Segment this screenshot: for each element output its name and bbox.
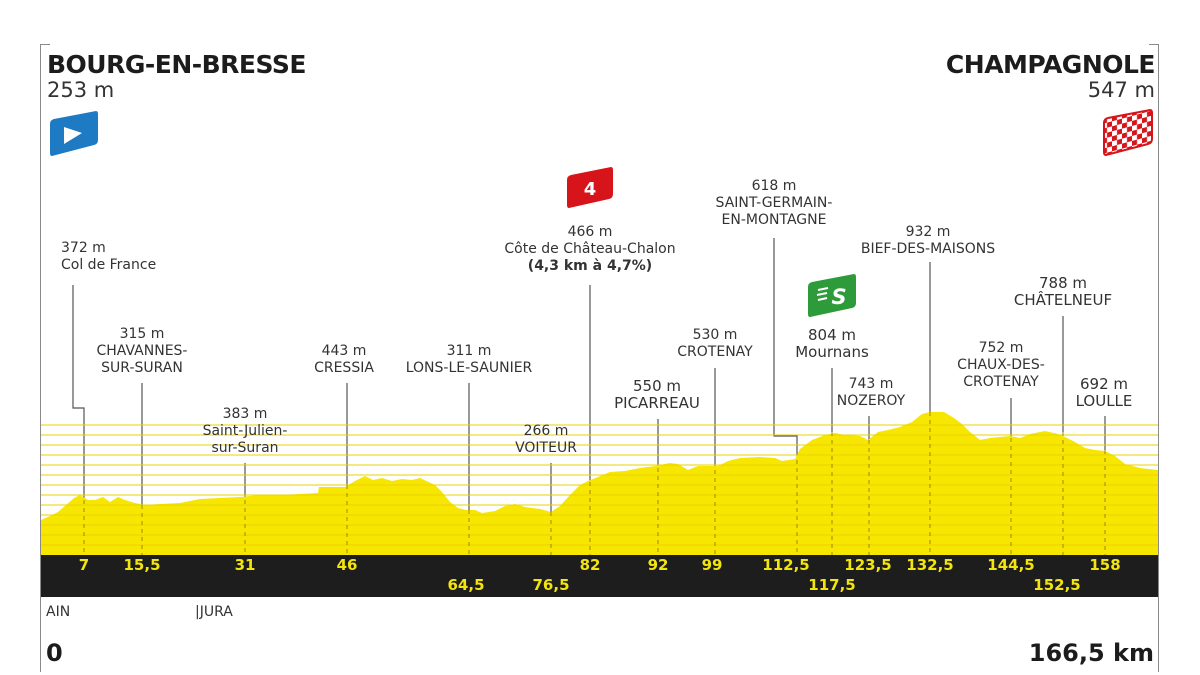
frame-right-tick: [1149, 44, 1159, 45]
waypoint-label: 315 m CHAVANNES- SUR-SURAN: [96, 326, 188, 376]
km-marker: 117,5: [808, 576, 856, 594]
finish-altitude: 547 m: [1087, 78, 1155, 102]
km-marker: 123,5: [844, 556, 892, 574]
total-distance: 166,5 km: [1028, 639, 1154, 667]
waypoint-label: 550 m PICARREAU: [614, 377, 700, 412]
km-marker: 46: [336, 556, 358, 574]
km-marker: 31: [234, 556, 256, 574]
km-marker: 112,5: [762, 556, 810, 574]
finish-checkered-flag-icon: [1103, 109, 1153, 157]
leader-lines: [72, 238, 1106, 512]
department-label: AIN: [46, 604, 71, 620]
km-marker: 76,5: [532, 576, 570, 594]
waypoint-label: 692 m LOULLE: [1075, 375, 1133, 410]
waypoint-label: 530 m CROTENAY: [677, 327, 753, 360]
km-marker: 99: [701, 556, 723, 574]
waypoint-label: 743 m NOZEROY: [836, 376, 906, 409]
waypoint-label-sprint: 804 m Mournans: [795, 326, 869, 361]
km-marker: 92: [647, 556, 669, 574]
km-marker: 144,5: [987, 556, 1035, 574]
start-distance: 0: [46, 639, 63, 667]
km-marker: 152,5: [1033, 576, 1081, 594]
intermediate-sprint-icon: S: [808, 274, 856, 317]
km-marker: 132,5: [906, 556, 954, 574]
frame-left-tick: [40, 44, 50, 45]
waypoint-label: 311 m LONS-LE-SAUNIER: [405, 343, 533, 376]
svg-text:4: 4: [584, 179, 597, 200]
start-flag-icon: [50, 111, 98, 156]
waypoint-label: 372 m Col de France: [61, 240, 157, 273]
waypoint-label: 932 m BIEF-DES-MAISONS: [860, 224, 996, 257]
start-city: BOURG-EN-BRESSE: [47, 50, 306, 79]
profile-grid-bands: [41, 424, 1158, 546]
waypoint-label-climb: 466 m Côte de Château-Chalon (4,3 km à 4…: [504, 224, 676, 274]
waypoint-label: 266 m VOITEUR: [515, 423, 577, 456]
waypoint-label: 443 m CRESSIA: [314, 343, 374, 376]
climb-category-4-icon: 4: [567, 167, 613, 208]
km-marker: 64,5: [447, 576, 485, 594]
km-marker: 7: [78, 556, 90, 574]
svg-text:S: S: [831, 285, 846, 309]
frame-right-line: [1158, 44, 1159, 672]
start-altitude: 253 m: [47, 78, 115, 102]
km-marker: 82: [579, 556, 601, 574]
waypoint-label: 383 m Saint-Julien- sur-Suran: [202, 406, 288, 456]
department-label: |JURA: [195, 604, 233, 620]
waypoint-label: 788 m CHÂTELNEUF: [1013, 274, 1113, 309]
km-marker: 158: [1089, 556, 1121, 574]
finish-city: CHAMPAGNOLE: [945, 50, 1156, 79]
km-marker: 15,5: [123, 556, 161, 574]
km-scale-bar: [41, 555, 1158, 597]
waypoint-label: 752 m CHAUX-DES- CROTENAY: [957, 340, 1045, 390]
elevation-area: [41, 412, 1158, 555]
frame-left-line: [40, 44, 41, 672]
waypoint-label: 618 m SAINT-GERMAIN- EN-MONTAGNE: [715, 178, 833, 228]
